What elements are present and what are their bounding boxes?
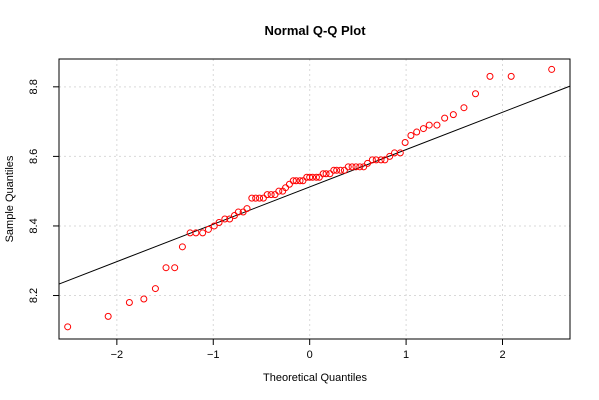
data-point [151,285,159,293]
data-point [192,229,200,237]
data-point [312,173,320,181]
data-point [419,125,427,133]
data-point [267,191,275,199]
data-point [171,264,179,272]
data-points [64,65,556,331]
data-point [372,156,380,164]
data-point [407,132,415,140]
data-point [243,205,251,213]
y-tick-label: 8.8 [28,79,40,94]
data-point [433,121,441,129]
x-axis: −2 −1 0 1 2 [111,338,506,361]
data-point [377,156,385,164]
data-point [425,121,433,129]
data-point [292,177,300,185]
data-point [221,215,229,223]
y-tick-label: 8.4 [28,218,40,233]
data-point [210,222,218,230]
data-point [248,194,256,202]
data-point [344,163,352,171]
x-tick-label: −2 [111,349,124,361]
grid [59,59,570,339]
data-point [309,173,317,181]
data-point [368,156,376,164]
data-point [104,312,112,320]
data-point [125,298,133,306]
data-point [356,163,364,171]
data-point [299,177,307,185]
y-axis: 8.2 8.4 8.6 8.8 [28,79,60,303]
data-point [263,191,271,199]
data-point [252,194,260,202]
x-tick-label: −1 [207,349,220,361]
data-point [507,72,515,80]
data-point [472,90,480,98]
data-point [330,166,338,174]
data-point [413,128,421,136]
data-point [322,170,330,178]
data-point [285,180,293,188]
data-point [449,111,457,119]
data-point [275,187,283,195]
data-point [348,163,356,171]
data-point [239,208,247,216]
data-point [340,166,348,174]
data-point [441,114,449,122]
data-point [256,194,264,202]
data-point [226,215,234,223]
data-point [315,173,323,181]
data-point [396,149,404,157]
y-axis-label: Sample Quantiles [4,155,16,242]
data-point [352,163,360,171]
data-point [230,212,238,220]
x-tick-label: 1 [403,349,409,361]
data-point [364,159,372,167]
y-tick-label: 8.2 [28,288,40,303]
data-point [204,225,212,233]
data-point [386,152,394,160]
data-point [289,177,297,185]
data-point [234,208,242,216]
data-point [326,170,334,178]
data-point [319,170,327,178]
data-point [401,138,409,146]
data-point [162,264,170,272]
data-point [178,243,186,251]
chart-title: Normal Q-Q Plot [264,23,366,38]
y-tick-label: 8.6 [28,149,40,164]
data-point [460,104,468,112]
data-point [259,194,267,202]
data-point [381,156,389,164]
data-point [360,163,368,171]
data-point [548,65,556,73]
data-point [486,72,494,80]
data-point [64,323,72,331]
data-point [333,166,341,174]
plot-frame [58,58,571,340]
data-point [296,177,304,185]
data-point [282,184,290,192]
data-point [306,173,314,181]
x-tick-label: 2 [499,349,505,361]
data-point [140,295,148,303]
data-point [271,191,279,199]
x-tick-label: 0 [307,349,313,361]
data-point [337,166,345,174]
reference-line [58,85,571,285]
data-point [199,229,207,237]
data-point [215,218,223,226]
x-axis-label: Theoretical Quantiles [263,372,367,384]
